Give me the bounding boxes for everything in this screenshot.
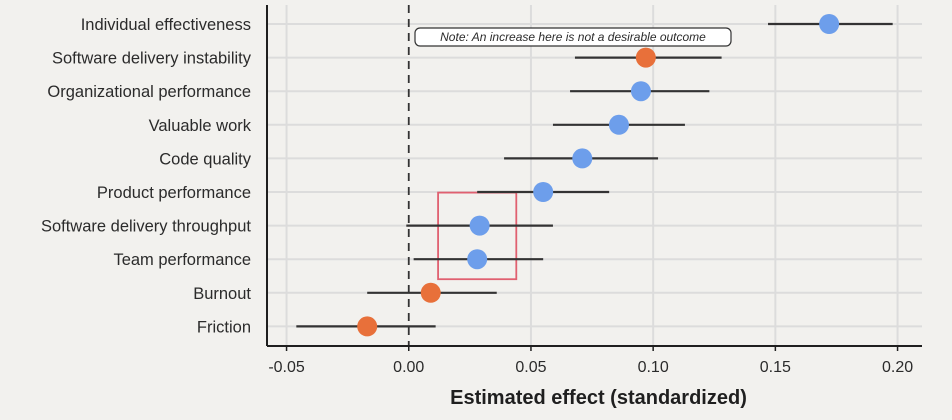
category-label: Individual effectiveness [81, 16, 251, 34]
category-label: Organizational performance [47, 83, 251, 101]
point-estimate-marker [533, 182, 554, 202]
annotation-layer: Note: An increase here is not a desirabl… [414, 27, 732, 47]
point-estimate-marker [572, 148, 593, 169]
x-axis-title: Estimated effect (standardized) [450, 387, 747, 409]
annotation-note: Note: An increase here is not a desirabl… [440, 30, 706, 44]
category-label: Friction [197, 318, 251, 336]
x-tick-label: 0.05 [515, 359, 546, 376]
x-tick-label: 0.15 [760, 359, 791, 376]
point-estimate-marker [819, 14, 840, 34]
x-tick-label: 0.00 [393, 359, 424, 376]
point-estimate-marker [420, 282, 441, 303]
point-estimate-marker [467, 249, 488, 270]
x-tick-label: -0.05 [268, 359, 305, 376]
interval-layer [296, 22, 893, 328]
point-estimate-marker [357, 316, 378, 337]
category-label: Burnout [193, 285, 251, 303]
x-axis: -0.05 0.00 0.05 0.10 0.15 0.20 [266, 5, 922, 376]
point-estimate-marker [608, 114, 629, 135]
category-label: Software delivery throughput [41, 218, 251, 236]
category-label-layer: Individual effectiveness Software deliver… [41, 16, 252, 336]
point-estimate-marker [469, 215, 490, 236]
point-estimate-marker [630, 81, 651, 102]
category-label: Software delivery instability [52, 50, 252, 68]
category-label: Valuable work [149, 117, 252, 135]
point-layer [357, 14, 840, 337]
annotation-box [414, 27, 732, 47]
category-label: Product performance [97, 184, 251, 202]
point-estimate-marker [635, 47, 656, 68]
x-tick-label: 0.20 [882, 359, 913, 376]
category-label: Code quality [159, 150, 251, 168]
category-label: Team performance [113, 251, 251, 269]
grid-layer [267, 5, 922, 346]
x-tick-label: 0.10 [638, 359, 669, 376]
